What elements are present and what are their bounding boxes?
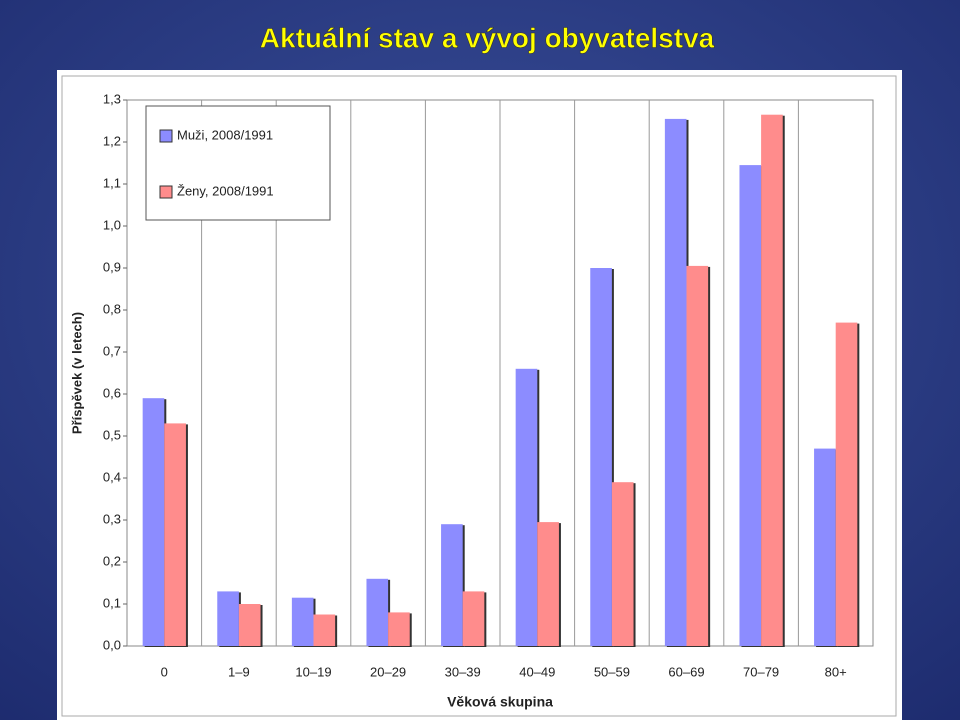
legend-label: Ženy, 2008/1991 [177, 183, 274, 198]
bar [388, 612, 410, 646]
y-tick-label: 0,7 [103, 343, 121, 358]
y-tick-label: 0,5 [103, 427, 121, 442]
x-tick-label: 50–59 [594, 664, 630, 679]
bar [835, 322, 858, 646]
bar [142, 398, 165, 646]
bar [537, 522, 559, 646]
x-tick-label: 60–69 [668, 664, 704, 679]
y-tick-label: 1,2 [103, 133, 121, 148]
y-tick-label: 0,8 [103, 301, 121, 316]
legend-swatch [159, 129, 173, 143]
bar [739, 165, 762, 646]
x-tick-label: 30–39 [445, 664, 481, 679]
bar [515, 368, 538, 646]
y-tick-label: 0,0 [103, 637, 121, 652]
bar [441, 524, 463, 646]
y-tick-label: 0,2 [103, 553, 121, 568]
y-tick-label: 0,6 [103, 385, 121, 400]
x-tick-label: 80+ [825, 664, 847, 679]
chart-frame [61, 75, 897, 717]
bar [664, 118, 687, 646]
x-axis-label: Věková skupina [447, 694, 553, 710]
slide-title: Aktuální stav a vývoj obyvatelstva [260, 22, 715, 53]
bar [164, 423, 186, 646]
legend-box [145, 105, 331, 221]
bar [761, 114, 783, 646]
bar [611, 482, 634, 646]
bar [238, 604, 261, 646]
x-tick-label: 40–49 [519, 664, 555, 679]
y-axis-label: Příspěvek (v letech) [69, 312, 84, 434]
x-tick-label: 70–79 [743, 664, 779, 679]
bar [313, 614, 336, 646]
y-tick-label: 0,1 [103, 595, 121, 610]
x-tick-label: 0 [161, 664, 168, 679]
bar [217, 591, 239, 646]
bar [686, 265, 709, 646]
y-tick-label: 0,3 [103, 511, 121, 526]
x-tick-label: 20–29 [370, 664, 406, 679]
x-tick-label: 10–19 [295, 664, 331, 679]
bar [366, 578, 389, 646]
bar [462, 591, 485, 646]
y-tick-label: 0,9 [103, 259, 121, 274]
y-tick-label: 1,3 [103, 91, 121, 106]
bar [590, 268, 612, 646]
legend-swatch [159, 185, 173, 199]
bar [814, 448, 836, 646]
y-tick-label: 1,1 [103, 175, 121, 190]
bar [291, 597, 314, 646]
legend-label: Muži, 2008/1991 [177, 127, 273, 142]
y-tick-label: 0,4 [103, 469, 121, 484]
x-tick-label: 1–9 [228, 664, 250, 679]
y-tick-label: 1,0 [103, 217, 121, 232]
